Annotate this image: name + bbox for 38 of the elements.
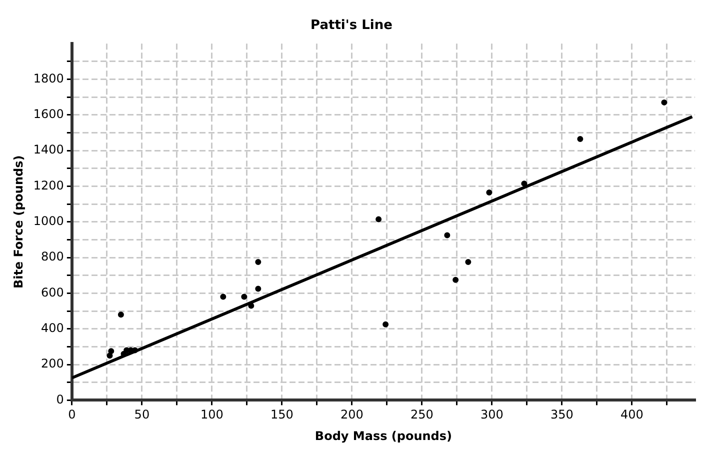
y-tick-label: 200 [41, 356, 64, 371]
y-tick-label: 1800 [33, 71, 64, 86]
point [376, 216, 382, 222]
point [521, 180, 528, 187]
point [444, 232, 450, 238]
y-tick-label: 800 [41, 250, 64, 264]
x-tick-label: 350 [550, 408, 574, 422]
y-tick-label: 1400 [33, 142, 64, 157]
point [241, 294, 248, 300]
point [255, 286, 262, 292]
x-tick-label: 50 [134, 408, 150, 422]
point [382, 321, 389, 328]
point [577, 136, 584, 142]
y-tick-label: 1600 [33, 107, 64, 122]
x-tick-label: 250 [410, 408, 434, 422]
x-tick-label: 100 [200, 408, 224, 422]
x-tick-label: 150 [270, 408, 294, 422]
x-tick-label: 400 [620, 408, 644, 422]
point [118, 312, 124, 318]
y-axis-title: Bite Force (pounds) [11, 155, 26, 289]
point [255, 259, 262, 266]
y-tick-label: 400 [41, 321, 64, 336]
point [248, 302, 254, 309]
x-tick-label: 300 [480, 408, 504, 422]
x-axis-title: Body Mass (pounds) [314, 428, 452, 443]
x-tick-label: 0 [68, 408, 76, 422]
y-tick-label: 1200 [33, 178, 64, 192]
point [661, 99, 668, 106]
point [486, 189, 492, 196]
chart-title: Patti's Line [310, 18, 393, 34]
x-tick-label: 200 [340, 408, 364, 422]
y-tick-label: 0 [56, 392, 64, 406]
y-tick-label: 1000 [33, 214, 64, 228]
point [220, 294, 226, 300]
point [465, 259, 472, 266]
point [108, 348, 114, 354]
point [452, 276, 459, 283]
y-tick-label: 600 [41, 285, 64, 300]
